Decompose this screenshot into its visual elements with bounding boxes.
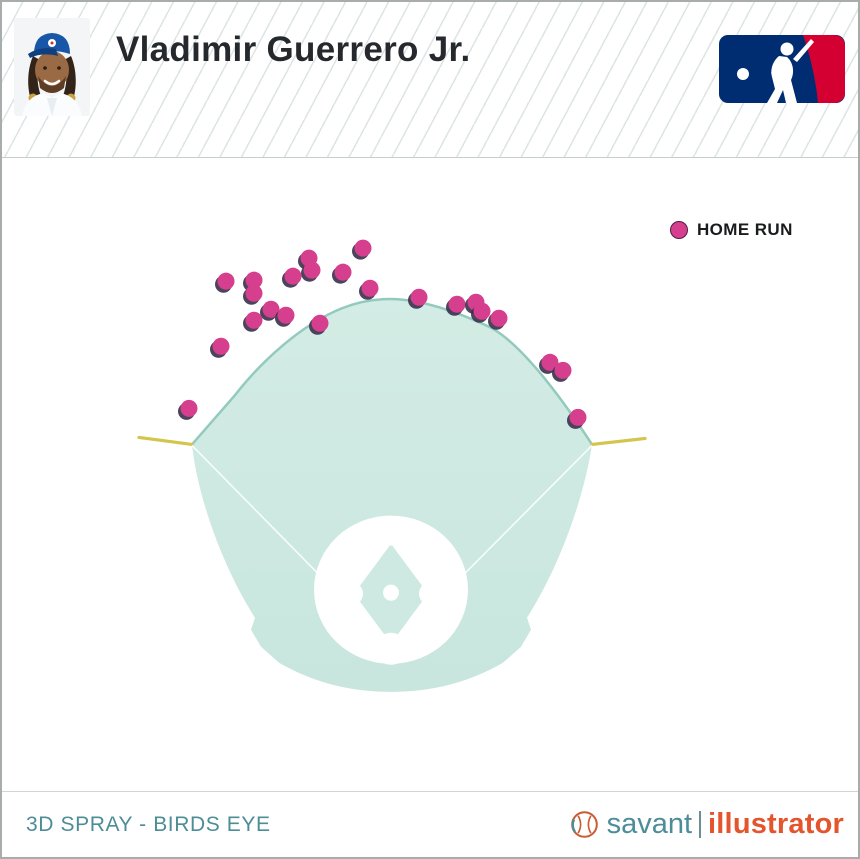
legend-label: HOME RUN	[697, 220, 793, 239]
home-run-dot	[309, 314, 329, 335]
home-run-dot	[275, 306, 295, 327]
home-run-dot	[301, 261, 321, 282]
legend-dot-icon	[670, 221, 688, 239]
home-run-dot	[567, 408, 587, 429]
home-run-dot	[359, 279, 379, 300]
player-avatar	[14, 18, 90, 121]
field-surface	[192, 298, 592, 692]
brand-illustrator: illustrator	[708, 808, 844, 840]
home-run-dot	[215, 272, 235, 293]
foul-pole-right-icon	[590, 436, 647, 447]
third-base	[339, 581, 363, 606]
page-title: Vladimir Guerrero Jr.	[116, 30, 471, 69]
home-run-dot	[488, 309, 508, 330]
spray-field	[137, 239, 647, 692]
home-run-dot	[408, 288, 428, 309]
pitcher-mound	[383, 584, 399, 601]
mlb-logo-icon	[719, 35, 845, 108]
legend: HOME RUN	[670, 220, 793, 240]
foul-pole-left-icon	[137, 435, 194, 447]
home-run-dot	[552, 361, 572, 382]
home-run-dots-layer	[178, 239, 587, 429]
home-run-dot	[332, 263, 352, 284]
view-mode-label: 3D SPRAY - BIRDS EYE	[26, 812, 271, 836]
player-headshot-icon	[14, 18, 90, 116]
first-base	[419, 581, 443, 606]
header: Vladimir Guerrero Jr.	[2, 2, 858, 158]
home-run-dot	[178, 399, 198, 420]
home-run-dot	[282, 267, 302, 288]
spray-chart-panel: HOME RUN	[2, 158, 858, 791]
baseball-icon	[570, 811, 598, 838]
home-run-dot	[260, 300, 280, 321]
home-run-dot	[243, 284, 263, 305]
home-run-dot	[539, 353, 559, 374]
home-plate	[375, 632, 407, 665]
home-run-dot	[352, 239, 372, 260]
home-run-dot	[243, 311, 263, 332]
home-run-dot	[210, 337, 230, 358]
outfield-fence	[191, 297, 594, 446]
home-run-dot	[471, 302, 491, 323]
savant-illustrator-logo: savant illustrator	[569, 808, 844, 841]
brand-savant: savant	[606, 808, 693, 840]
home-run-dot	[446, 295, 466, 316]
brand-divider	[699, 811, 702, 838]
footer: 3D SPRAY - BIRDS EYE savant illustrator	[2, 791, 858, 857]
second-base	[385, 533, 397, 546]
